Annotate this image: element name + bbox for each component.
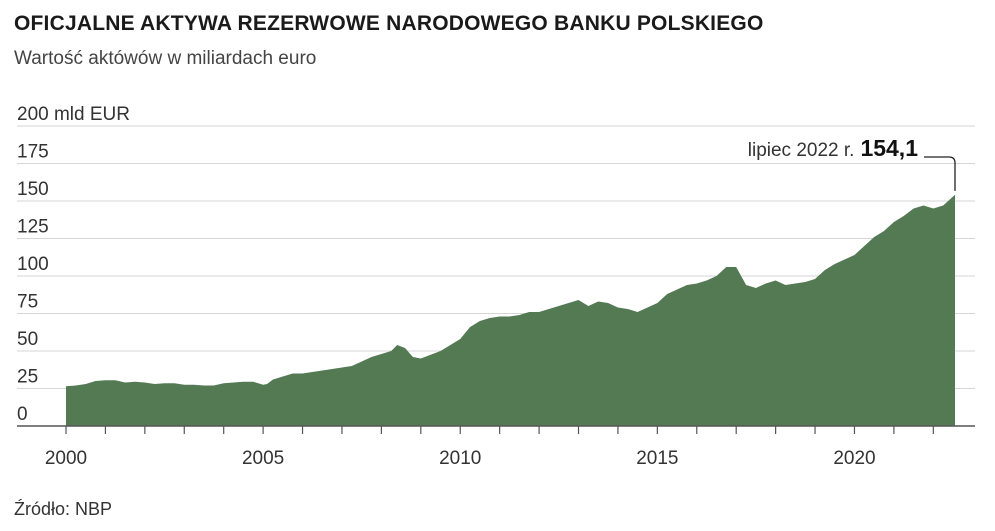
- y-tick-label: 125: [17, 217, 49, 238]
- annotation-label: lipiec 2022 r.: [748, 140, 855, 161]
- y-tick-label: 175: [17, 142, 49, 163]
- y-tick-label: 150: [17, 179, 49, 200]
- chart-title: OFICJALNE AKTYWA REZERWOWE NARODOWEGO BA…: [14, 12, 764, 35]
- y-tick-label: 50: [17, 329, 38, 350]
- chart-subtitle: Wartość aktówów w miliardach euro: [14, 48, 317, 69]
- y-tick-label: 200 mld EUR: [17, 104, 130, 125]
- source-note: Źródło: NBP: [14, 499, 113, 519]
- y-tick-label: 0: [17, 404, 28, 425]
- y-tick-label: 75: [17, 292, 38, 313]
- x-tick-label: 2000: [45, 448, 87, 469]
- reserves-area: [66, 194, 955, 426]
- x-tick-label: 2005: [242, 448, 284, 469]
- y-tick-label: 25: [17, 367, 38, 388]
- area-series: [66, 194, 955, 426]
- annotation-value: 154,1: [860, 135, 918, 161]
- tick-labels: 200 mld EUR 175 150 125 100 75 50 25 0 2000 2005 20…: [17, 104, 876, 469]
- x-tick-label: 2020: [833, 448, 875, 469]
- x-tick-label: 2015: [636, 448, 678, 469]
- y-tick-label: 100: [17, 254, 49, 275]
- x-tick-label: 2010: [439, 448, 481, 469]
- annotation-leader-line: [924, 156, 956, 191]
- axes: [17, 425, 975, 434]
